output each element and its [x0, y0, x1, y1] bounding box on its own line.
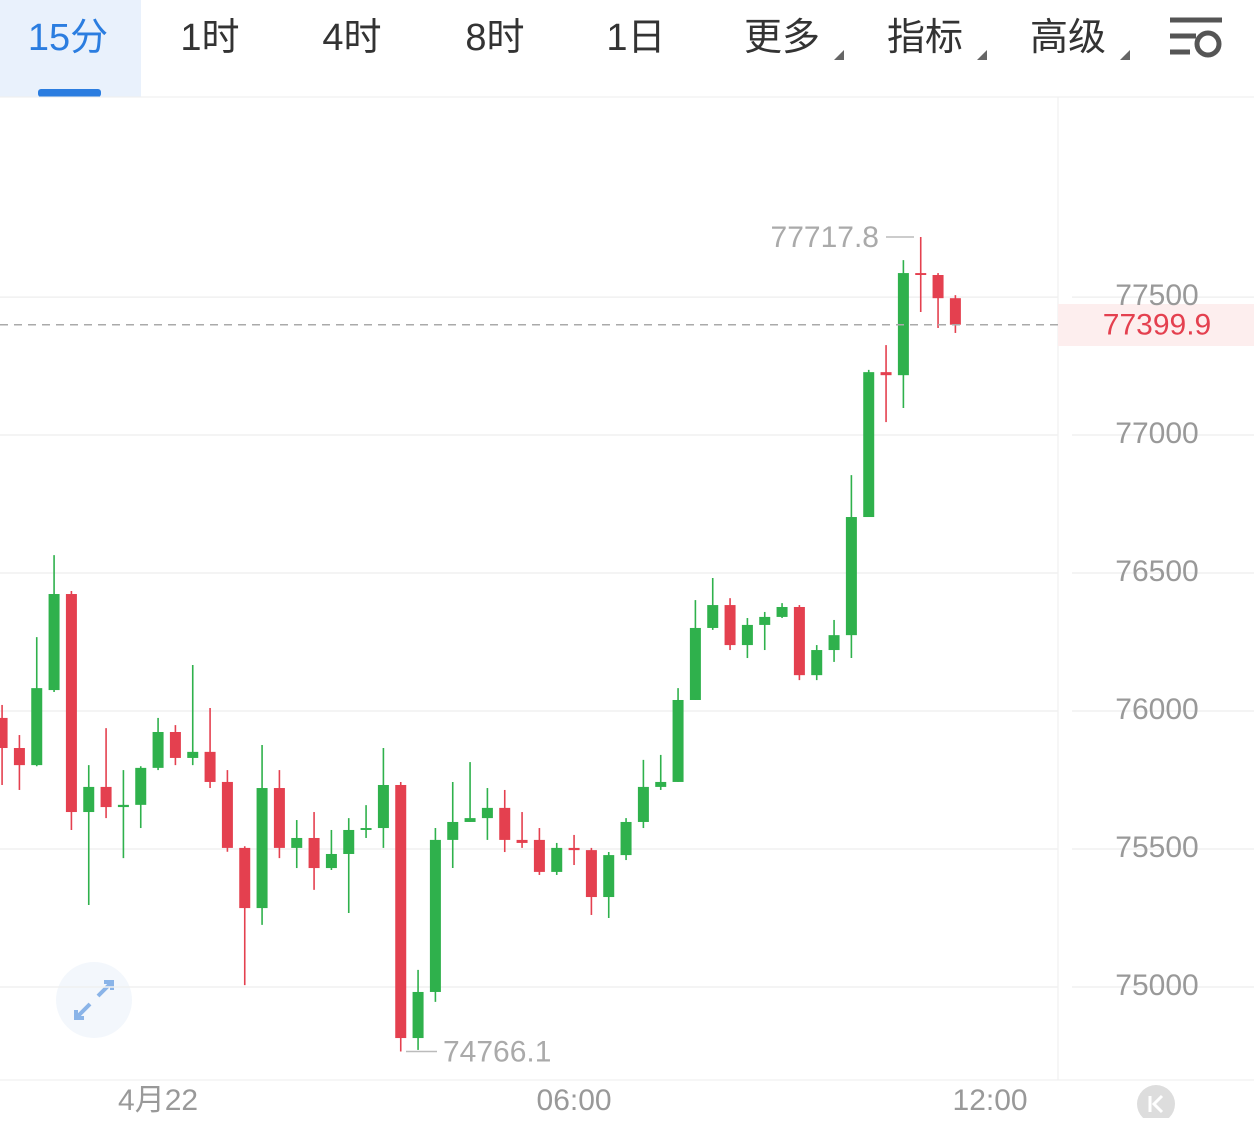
candle-body [31, 688, 43, 766]
candle-body [828, 635, 840, 651]
candle-body [100, 786, 112, 808]
candle-body [620, 821, 632, 856]
tab[interactable]: 1日 [606, 17, 665, 59]
y-tick-label: 77500 [1115, 279, 1198, 312]
candle-body [65, 594, 77, 813]
candle-body [499, 807, 511, 840]
candle-body [135, 767, 147, 805]
tab[interactable]: 更多 [744, 17, 820, 59]
candle-body [932, 274, 944, 299]
candle-body [239, 847, 251, 909]
candle-body [13, 748, 25, 766]
candle-body [152, 732, 164, 768]
tab[interactable]: 15分 [28, 17, 108, 59]
candle-body [724, 605, 736, 646]
tab[interactable]: 指标 [887, 17, 963, 59]
x-tick-label: 4月22 [118, 1084, 198, 1117]
candle-body [603, 855, 615, 898]
candle-body [672, 699, 684, 782]
candle-body [308, 837, 320, 869]
candle-body [204, 751, 216, 782]
candle-body [516, 839, 528, 843]
candle-body [429, 839, 441, 992]
active-tab-indicator [38, 89, 101, 97]
candle-body [741, 624, 753, 646]
y-tick-label: 76000 [1115, 693, 1198, 726]
candle-body [793, 606, 805, 676]
dropdown-triangle [834, 50, 844, 60]
expand-button[interactable] [56, 962, 132, 1038]
candle-body [273, 788, 285, 848]
candle-body [187, 751, 199, 758]
candle-body [256, 788, 268, 909]
candle-body [845, 517, 857, 636]
candle-body [533, 839, 545, 872]
tab[interactable]: 8时 [465, 17, 524, 59]
candle-body [776, 606, 788, 617]
candle-body [585, 850, 597, 898]
candle-body [880, 372, 892, 376]
candle-body [655, 781, 667, 787]
candle-body [637, 786, 649, 822]
candle-body [412, 991, 424, 1039]
candle-body [481, 807, 493, 819]
candle-body [949, 298, 961, 325]
settings-icon[interactable] [1170, 17, 1222, 58]
candle-body [689, 627, 701, 700]
dropdown-triangle [1120, 50, 1130, 60]
candle-body [117, 804, 129, 808]
price-tag-bg [1058, 304, 1254, 346]
x-tick-label: 06:00 [537, 1084, 612, 1117]
candle-body [759, 616, 771, 625]
candle-body [169, 732, 181, 758]
y-tick-label: 76500 [1115, 555, 1198, 588]
candle-body [447, 821, 459, 840]
candle-body [811, 650, 823, 676]
candle-body [551, 847, 563, 872]
candle-body [325, 853, 337, 869]
candle-body [360, 828, 372, 830]
candle-body [221, 781, 233, 848]
candle-body [291, 837, 303, 848]
tab-bar: 15分 1时 4时 8时 1日 更多 指标 高级 [28, 17, 1130, 60]
candle-body [707, 605, 719, 628]
candle-body [464, 818, 476, 822]
candle-body [863, 372, 875, 518]
max-annotation: 77717.8 [771, 221, 879, 254]
tab[interactable]: 高级 [1030, 17, 1106, 59]
candle-body [343, 829, 355, 854]
y-tick-label: 77000 [1115, 417, 1198, 450]
tab[interactable]: 4时 [322, 17, 381, 59]
candle-body [48, 594, 60, 691]
min-annotation: 74766.1 [443, 1035, 551, 1068]
candle-body [568, 847, 580, 851]
y-tick-label: 75000 [1115, 969, 1198, 1002]
scroll-latest-button[interactable] [1137, 1085, 1175, 1123]
tab[interactable]: 1时 [180, 17, 239, 59]
candle-body [395, 784, 407, 1039]
active-tab-bg [0, 0, 141, 97]
candle-body [915, 273, 927, 275]
last-price-label: 77399.9 [1103, 309, 1211, 342]
y-tick-label: 75500 [1115, 831, 1198, 864]
candle-body [377, 784, 389, 829]
candle-body [0, 717, 8, 749]
x-tick-label: 12:00 [953, 1084, 1028, 1117]
candle-body [83, 786, 95, 813]
dropdown-triangle [977, 50, 987, 60]
